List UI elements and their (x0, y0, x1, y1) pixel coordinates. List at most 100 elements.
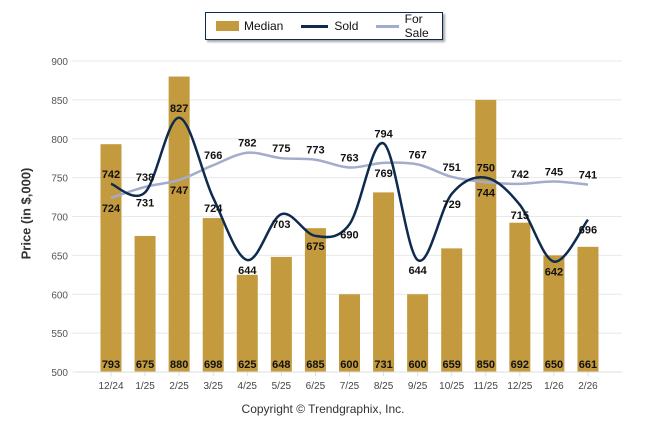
median-bar (475, 99, 497, 372)
x-axis: 12/24 1/25 2/25 3/25 4/25 5/25 6/25 7/25 8/25 9/2… (76, 371, 622, 392)
x-tick-label: 10/25 (439, 381, 464, 392)
median-value-label: 659 (443, 359, 461, 371)
copyright: Copyright © Trendgraphix, Inc. (241, 402, 405, 416)
sold-value-label: 675 (306, 241, 324, 253)
sold-value-label: 642 (545, 267, 563, 279)
y-tick-label: 600 (51, 290, 68, 301)
sold-value-label: 827 (170, 103, 188, 115)
legend-label-median: Median (244, 19, 284, 33)
x-tick-label: 7/25 (340, 381, 360, 392)
for-sale-line-icon (376, 24, 399, 28)
y-axis-ticks: 500 550 600 650 700 750 800 850 900 (51, 57, 68, 379)
y-tick-label: 700 (51, 213, 68, 224)
sold-value-label: 715 (511, 210, 529, 222)
legend-label-sold: Sold (334, 19, 359, 33)
median-value-label: 648 (272, 359, 290, 371)
median-value-label: 600 (408, 359, 426, 371)
median-value-label: 692 (511, 359, 529, 371)
x-tick-label: 6/25 (306, 381, 326, 392)
for-sale-value-label: 763 (340, 153, 358, 165)
sold-value-label: 703 (272, 219, 290, 231)
legend-item-sold[interactable]: Sold (301, 19, 358, 33)
median-value-label: 731 (374, 359, 392, 371)
sold-value-label: 690 (340, 229, 358, 241)
for-sale-value-label: 747 (170, 185, 188, 197)
for-sale-value-label: 782 (238, 138, 256, 150)
for-sale-value-label: 767 (408, 149, 426, 161)
x-tick-label: 2/25 (169, 381, 189, 392)
median-bars (100, 76, 599, 373)
legend-item-median[interactable]: Median (216, 19, 283, 33)
lines (110, 116, 590, 263)
median-bar (100, 144, 122, 372)
x-tick-label: 2/26 (578, 381, 598, 392)
median-bar (236, 274, 258, 372)
median-bar (202, 218, 224, 372)
median-bar (577, 246, 599, 372)
for-sale-value-label: 738 (136, 172, 154, 184)
median-value-label: 685 (306, 359, 324, 371)
for-sale-line (110, 151, 589, 200)
sold-value-label: 731 (136, 197, 154, 209)
for-sale-value-label: 724 (102, 203, 121, 215)
y-tick-label: 550 (51, 329, 68, 340)
y-tick-label: 850 (51, 96, 68, 107)
sold-value-label: 724 (204, 203, 223, 215)
median-bar (373, 192, 395, 372)
sold-value-label: 729 (443, 199, 461, 211)
sold-line-icon (301, 24, 329, 28)
y-tick-label: 900 (51, 57, 68, 68)
for-sale-value-label: 751 (443, 162, 461, 174)
median-swatch-icon (216, 21, 239, 31)
for-sale-value-label: 745 (545, 167, 563, 179)
sold-value-label: 750 (477, 163, 495, 175)
y-tick-label: 500 (51, 368, 68, 379)
median-value-label: 698 (204, 359, 222, 371)
for-sale-value-label: 769 (374, 168, 392, 180)
x-tick-label: 9/25 (408, 381, 428, 392)
sold-value-label: 644 (408, 265, 427, 277)
y-tick-label: 650 (51, 251, 68, 262)
median-bar (304, 228, 326, 372)
data-labels: 793 675 880 698 625 648 685 600 731 600 659 850 692 6… (102, 103, 597, 371)
x-tick-label: 8/25 (374, 381, 394, 392)
median-value-label: 661 (579, 359, 597, 371)
median-bar (270, 256, 292, 372)
y-tick-label: 800 (51, 135, 68, 146)
sold-value-label: 742 (102, 169, 120, 181)
median-bar (168, 76, 190, 373)
median-value-label: 650 (545, 359, 563, 371)
x-tick-label: 1/26 (544, 381, 564, 392)
x-tick-label: 3/25 (203, 381, 223, 392)
grid (72, 60, 622, 373)
legend-label-for-sale: For Sale (404, 12, 429, 40)
median-bar (134, 235, 156, 372)
for-sale-value-label: 744 (477, 187, 496, 199)
y-axis-label: Price (in $,000) (18, 167, 34, 260)
for-sale-value-label: 741 (579, 170, 597, 182)
median-value-label: 850 (477, 359, 495, 371)
y-tick-label: 750 (51, 174, 68, 185)
x-tick-label: 5/25 (272, 381, 292, 392)
median-value-label: 675 (136, 359, 154, 371)
sold-line (110, 116, 590, 263)
legend: Median Sold For Sale (205, 12, 443, 40)
for-sale-value-label: 766 (204, 150, 222, 162)
median-bar (338, 294, 360, 372)
x-tick-label: 12/24 (98, 381, 123, 392)
legend-item-for-sale[interactable]: For Sale (376, 12, 442, 40)
x-tick-label: 4/25 (238, 381, 258, 392)
median-value-label: 600 (340, 359, 358, 371)
sold-value-label: 794 (374, 128, 393, 140)
median-bar (509, 222, 531, 372)
median-value-label: 625 (238, 359, 256, 371)
sold-value-label: 644 (238, 265, 257, 277)
for-sale-value-label: 742 (511, 169, 529, 181)
median-bar (407, 294, 429, 372)
for-sale-value-label: 773 (306, 145, 324, 157)
sold-value-label: 696 (579, 225, 597, 237)
x-tick-label: 12/25 (507, 381, 532, 392)
x-tick-label: 11/25 (474, 381, 499, 392)
median-value-label: 793 (102, 359, 120, 371)
